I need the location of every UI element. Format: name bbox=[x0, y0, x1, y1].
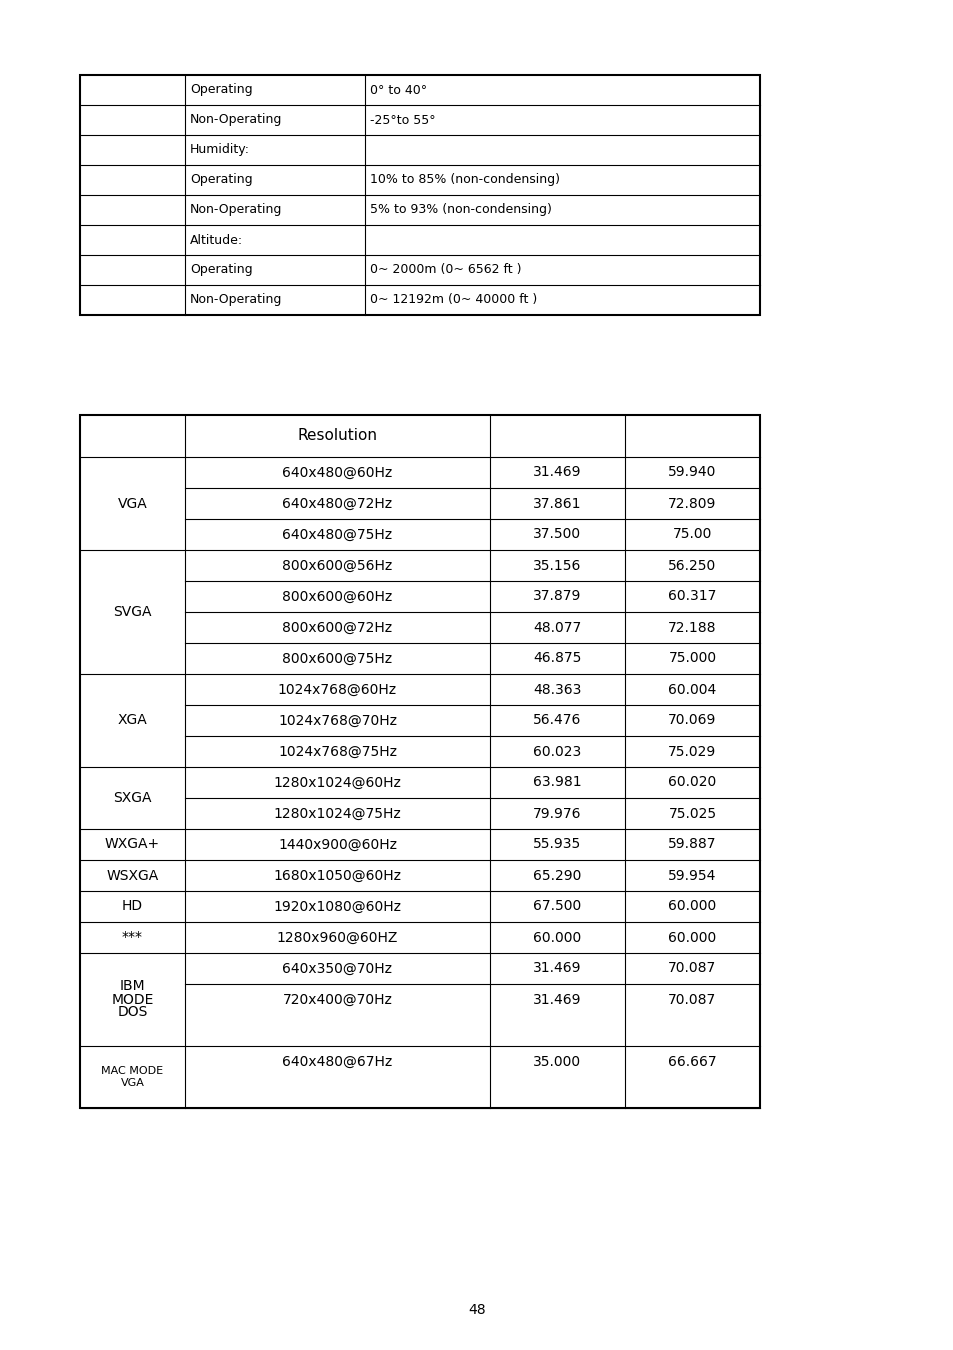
Text: 60.000: 60.000 bbox=[533, 930, 581, 945]
Text: WSXGA: WSXGA bbox=[107, 868, 158, 883]
Text: Altitude:: Altitude: bbox=[190, 234, 243, 247]
Text: 70.087: 70.087 bbox=[668, 992, 716, 1007]
Text: 800x600@60Hz: 800x600@60Hz bbox=[282, 590, 393, 603]
Text: 65.290: 65.290 bbox=[533, 868, 581, 883]
Text: 56.476: 56.476 bbox=[533, 714, 581, 728]
Text: 1920x1080@60Hz: 1920x1080@60Hz bbox=[274, 899, 401, 914]
Text: 0° to 40°: 0° to 40° bbox=[370, 84, 427, 96]
Text: 31.469: 31.469 bbox=[533, 992, 581, 1007]
Text: 1024x768@75Hz: 1024x768@75Hz bbox=[277, 744, 396, 759]
Text: 37.879: 37.879 bbox=[533, 590, 581, 603]
Text: 1440x900@60Hz: 1440x900@60Hz bbox=[277, 837, 396, 852]
Text: 59.954: 59.954 bbox=[668, 868, 716, 883]
Text: 60.000: 60.000 bbox=[668, 930, 716, 945]
Text: 1280x1024@75Hz: 1280x1024@75Hz bbox=[274, 806, 401, 821]
Text: -25°to 55°: -25°to 55° bbox=[370, 113, 436, 127]
Text: 63.981: 63.981 bbox=[533, 775, 581, 790]
Text: 640x480@72Hz: 640x480@72Hz bbox=[282, 497, 392, 510]
Text: 75.00: 75.00 bbox=[672, 528, 712, 541]
Text: 70.069: 70.069 bbox=[668, 714, 716, 728]
Text: 1280x960@60HZ: 1280x960@60HZ bbox=[276, 930, 397, 945]
Text: 46.875: 46.875 bbox=[533, 652, 581, 666]
Text: 75.000: 75.000 bbox=[668, 652, 716, 666]
Text: Resolution: Resolution bbox=[297, 428, 377, 444]
Text: 72.188: 72.188 bbox=[667, 621, 716, 634]
Text: Non-Operating: Non-Operating bbox=[190, 113, 282, 127]
Text: 59.940: 59.940 bbox=[668, 466, 716, 479]
Text: Operating: Operating bbox=[190, 263, 253, 277]
Text: 37.861: 37.861 bbox=[533, 497, 581, 510]
Text: 1280x1024@60Hz: 1280x1024@60Hz bbox=[274, 775, 401, 790]
Text: 60.000: 60.000 bbox=[668, 899, 716, 914]
Text: 60.317: 60.317 bbox=[668, 590, 716, 603]
Text: 72.809: 72.809 bbox=[668, 497, 716, 510]
Text: 800x600@56Hz: 800x600@56Hz bbox=[282, 559, 393, 572]
Text: 75.029: 75.029 bbox=[668, 744, 716, 759]
Text: 56.250: 56.250 bbox=[668, 559, 716, 572]
Text: 67.500: 67.500 bbox=[533, 899, 581, 914]
Text: SVGA: SVGA bbox=[113, 605, 152, 620]
Text: XGA: XGA bbox=[117, 714, 147, 728]
Text: 48: 48 bbox=[468, 1303, 485, 1318]
Text: IBM: IBM bbox=[119, 980, 145, 994]
Text: WXGA+: WXGA+ bbox=[105, 837, 160, 852]
Text: 640x480@75Hz: 640x480@75Hz bbox=[282, 528, 392, 541]
Text: 0~ 12192m (0~ 40000 ft ): 0~ 12192m (0~ 40000 ft ) bbox=[370, 293, 537, 306]
Text: VGA: VGA bbox=[120, 1079, 144, 1088]
Text: 48.363: 48.363 bbox=[533, 683, 581, 697]
Text: ***: *** bbox=[122, 930, 143, 945]
Text: 5% to 93% (non-condensing): 5% to 93% (non-condensing) bbox=[370, 204, 551, 216]
Text: 1024x768@60Hz: 1024x768@60Hz bbox=[277, 683, 396, 697]
Bar bbox=[80, 76, 760, 315]
Text: DOS: DOS bbox=[117, 1006, 148, 1019]
Text: 1680x1050@60Hz: 1680x1050@60Hz bbox=[274, 868, 401, 883]
Text: 31.469: 31.469 bbox=[533, 466, 581, 479]
Text: 60.004: 60.004 bbox=[668, 683, 716, 697]
Text: 640x480@60Hz: 640x480@60Hz bbox=[282, 466, 393, 479]
Text: 640x480@67Hz: 640x480@67Hz bbox=[282, 1054, 393, 1068]
Text: 1024x768@70Hz: 1024x768@70Hz bbox=[277, 714, 396, 728]
Text: MAC MODE: MAC MODE bbox=[101, 1065, 163, 1076]
Text: 35.000: 35.000 bbox=[533, 1054, 581, 1068]
Text: 79.976: 79.976 bbox=[533, 806, 581, 821]
Text: Non-Operating: Non-Operating bbox=[190, 293, 282, 306]
Text: 60.023: 60.023 bbox=[533, 744, 581, 759]
Text: VGA: VGA bbox=[117, 497, 147, 510]
Text: 60.020: 60.020 bbox=[668, 775, 716, 790]
Text: Operating: Operating bbox=[190, 174, 253, 186]
Text: HD: HD bbox=[122, 899, 143, 914]
Text: 0~ 2000m (0~ 6562 ft ): 0~ 2000m (0~ 6562 ft ) bbox=[370, 263, 521, 277]
Text: 70.087: 70.087 bbox=[668, 961, 716, 976]
Text: 10% to 85% (non-condensing): 10% to 85% (non-condensing) bbox=[370, 174, 559, 186]
Text: SXGA: SXGA bbox=[113, 791, 152, 805]
Text: 48.077: 48.077 bbox=[533, 621, 581, 634]
Text: 640x350@70Hz: 640x350@70Hz bbox=[282, 961, 392, 976]
Text: MODE: MODE bbox=[112, 992, 153, 1007]
Text: 720x400@70Hz: 720x400@70Hz bbox=[282, 992, 392, 1007]
Text: 59.887: 59.887 bbox=[667, 837, 716, 852]
Text: Operating: Operating bbox=[190, 84, 253, 96]
Text: 37.500: 37.500 bbox=[533, 528, 581, 541]
Text: 800x600@75Hz: 800x600@75Hz bbox=[282, 652, 392, 666]
Text: Non-Operating: Non-Operating bbox=[190, 204, 282, 216]
Text: 800x600@72Hz: 800x600@72Hz bbox=[282, 621, 392, 634]
Text: 35.156: 35.156 bbox=[533, 559, 581, 572]
Bar bbox=[80, 414, 760, 1108]
Text: 75.025: 75.025 bbox=[668, 806, 716, 821]
Text: 31.469: 31.469 bbox=[533, 961, 581, 976]
Text: Humidity:: Humidity: bbox=[190, 143, 250, 157]
Text: 66.667: 66.667 bbox=[667, 1054, 716, 1068]
Text: 55.935: 55.935 bbox=[533, 837, 581, 852]
